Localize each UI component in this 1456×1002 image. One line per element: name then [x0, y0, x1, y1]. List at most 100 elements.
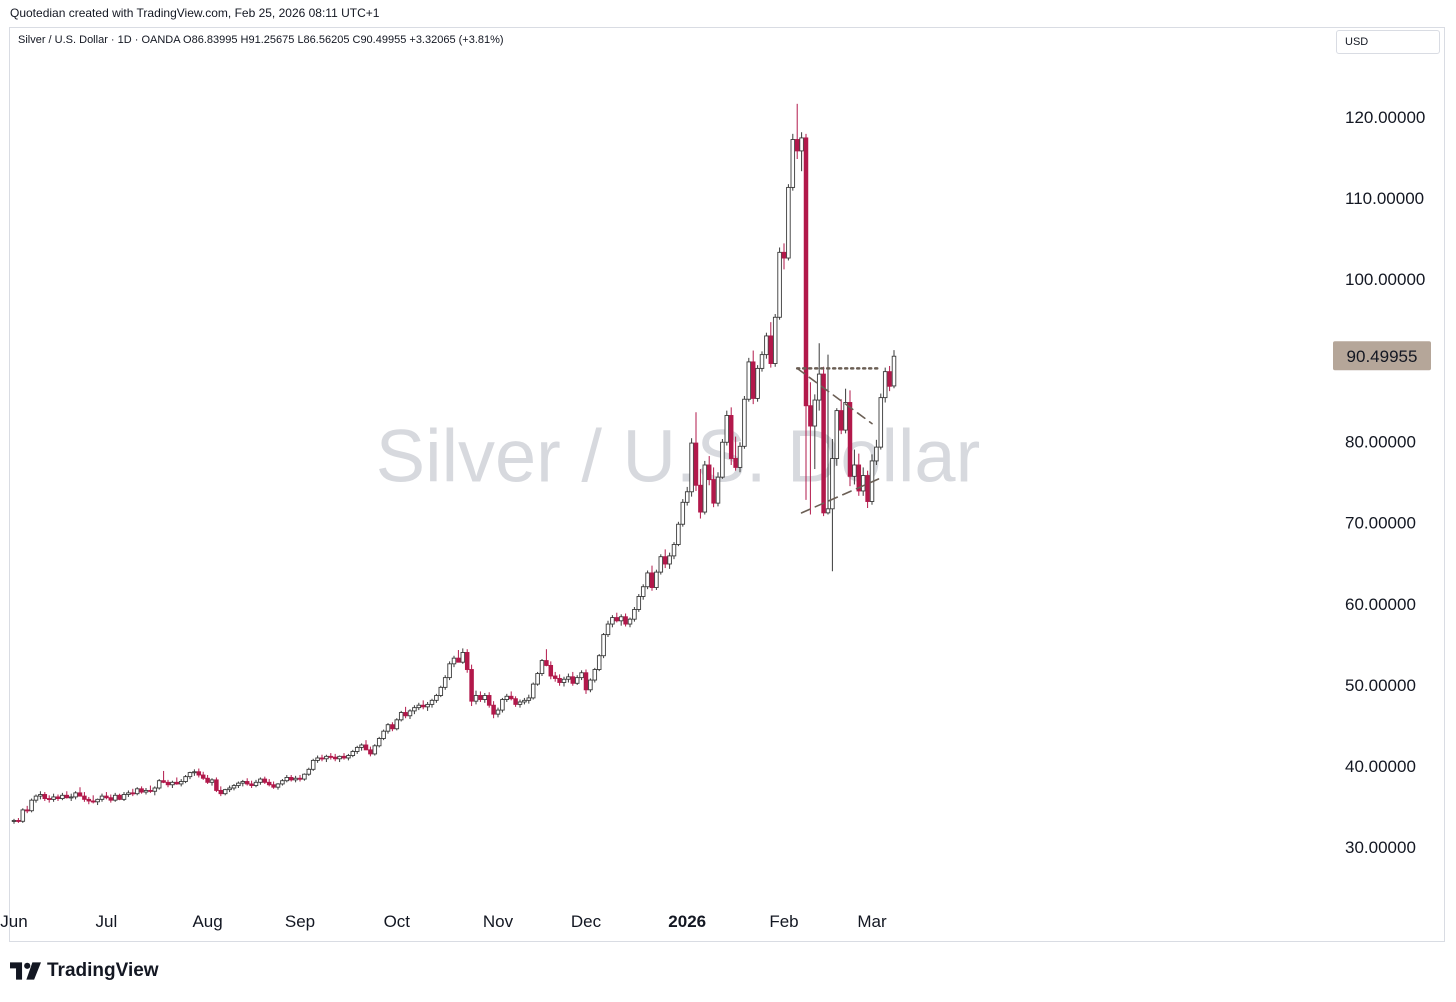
- candle-body: [280, 780, 285, 785]
- candle-body: [579, 672, 584, 679]
- watermark-text: Silver / U.S. Dollar: [376, 415, 980, 498]
- x-axis-tick-label: 2026: [668, 912, 706, 931]
- x-axis-tick-label: Nov: [483, 912, 514, 931]
- candle-body: [500, 699, 505, 711]
- candle-body: [288, 776, 294, 781]
- candle-body: [60, 794, 65, 800]
- candle-body: [772, 316, 778, 364]
- candle-body: [557, 677, 562, 683]
- candle-body: [350, 751, 356, 756]
- tradingview-brand[interactable]: TradingView: [10, 960, 159, 982]
- candle-body: [236, 782, 241, 787]
- candle-body: [42, 794, 48, 800]
- currency-button[interactable]: USD: [1336, 30, 1440, 54]
- candle-body: [451, 657, 457, 665]
- candle-body: [662, 556, 668, 565]
- x-axis-tick-label: Dec: [571, 912, 602, 931]
- candle-body: [737, 445, 743, 468]
- candle-body: [605, 623, 611, 636]
- y-axis-tick-label: 110.00000: [1345, 189, 1424, 208]
- candle-body: [539, 660, 545, 675]
- candle-body: [715, 476, 721, 504]
- candle-body: [315, 757, 320, 761]
- y-axis-tick-label: 50.00000: [1345, 676, 1416, 695]
- candle-body: [385, 724, 391, 732]
- candle-body: [649, 572, 655, 588]
- candle-body: [495, 709, 501, 715]
- candle-body: [231, 785, 237, 789]
- candle-body: [90, 800, 96, 803]
- candle-body: [728, 415, 734, 459]
- candle-body: [293, 777, 298, 781]
- candle-body: [570, 676, 576, 684]
- candle-body: [156, 780, 162, 789]
- candle-body: [108, 797, 114, 801]
- chart-frame: [9, 27, 1445, 942]
- candle-body: [46, 798, 52, 801]
- candle-body: [698, 484, 703, 513]
- candle-body: [412, 707, 417, 712]
- candle-body: [302, 773, 307, 780]
- candle-body: [130, 792, 136, 795]
- candle-body: [68, 796, 74, 799]
- candle-body: [161, 780, 166, 783]
- candle-body: [346, 755, 351, 759]
- candle-body: [654, 571, 659, 588]
- candle-body: [478, 695, 483, 700]
- candle-body: [214, 779, 219, 791]
- candle-body: [799, 137, 804, 152]
- legend-low: L86.56205: [297, 34, 350, 46]
- x-axis-tick-label: Oct: [384, 912, 411, 931]
- candle-body: [416, 704, 422, 709]
- legend-open: O86.83995: [183, 34, 238, 46]
- candle-body: [249, 783, 254, 787]
- candle-body: [275, 783, 281, 788]
- candle-body: [456, 657, 461, 663]
- candle-body: [11, 820, 17, 822]
- candle-body: [803, 137, 809, 407]
- candle-body: [438, 686, 444, 696]
- candle-body: [178, 781, 184, 785]
- candle-body: [442, 677, 448, 688]
- y-axis-tick-label: 70.00000: [1345, 514, 1416, 533]
- candle-body: [777, 251, 782, 318]
- candle-body: [328, 755, 334, 758]
- candle-body: [258, 778, 263, 783]
- x-axis-tick-label: Feb: [769, 912, 798, 931]
- candle-body: [429, 699, 435, 705]
- candle-body: [464, 652, 470, 670]
- candle-body: [618, 616, 624, 622]
- legend-symbol: Silver / U.S. Dollar · 1D · OANDA: [18, 34, 180, 46]
- candle-body: [794, 139, 800, 152]
- candle-body: [95, 798, 100, 803]
- candle-body: [174, 781, 180, 785]
- candle-body: [420, 704, 426, 708]
- candle-body: [874, 446, 879, 462]
- candle-body: [693, 442, 699, 486]
- candle-body: [865, 475, 870, 502]
- candle-body: [552, 675, 558, 679]
- candle-body: [623, 616, 628, 625]
- candle-body: [746, 361, 752, 400]
- candle-body: [297, 777, 303, 780]
- candle-body: [847, 402, 853, 477]
- candle-body: [640, 586, 646, 597]
- candle-body: [354, 746, 360, 752]
- candle-body: [244, 781, 250, 785]
- candle-body: [486, 695, 492, 706]
- candle-body: [566, 676, 571, 680]
- candle-body: [337, 755, 342, 760]
- candle-body: [513, 698, 518, 705]
- candle-body: [808, 405, 813, 427]
- candle-body: [610, 617, 615, 625]
- candle-body: [121, 794, 127, 800]
- candle-body: [372, 745, 378, 755]
- candle-body: [306, 768, 312, 775]
- candle-body: [165, 781, 171, 786]
- candle-body: [689, 442, 694, 493]
- candle-body: [460, 652, 466, 663]
- candle-body: [469, 669, 474, 702]
- candle-body: [601, 634, 606, 657]
- candle-body: [473, 695, 479, 702]
